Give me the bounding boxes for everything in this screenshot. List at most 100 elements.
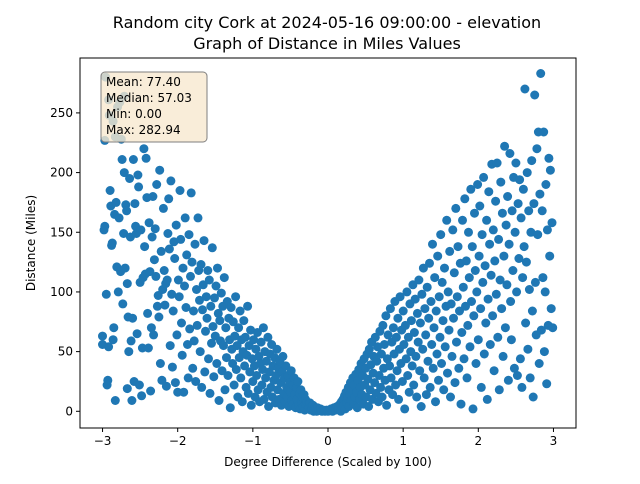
data-point [386,373,396,383]
data-point [449,313,458,323]
data-point [505,149,515,158]
data-point [122,279,132,289]
data-point [520,84,530,94]
data-point [536,325,546,335]
data-point [379,340,389,349]
x-tick-label: −1 [244,434,262,448]
data-point [183,373,193,383]
data-point [408,280,418,290]
data-point [120,263,130,273]
data-point [236,373,246,383]
data-point [261,356,271,366]
data-point [489,366,499,376]
data-point [415,366,425,376]
data-point [474,251,484,261]
data-point [488,225,498,235]
data-point [117,155,127,164]
data-point [383,330,393,340]
data-point [164,244,174,254]
data-point [259,394,269,404]
data-point [425,382,435,392]
data-point [180,281,189,291]
data-point [278,351,288,361]
data-point [150,224,160,234]
data-point [394,394,404,404]
data-point [403,371,413,380]
data-point [418,344,428,354]
data-point [246,400,256,410]
data-point [246,325,256,335]
data-point [206,301,216,311]
data-point [453,242,463,252]
data-point [377,392,387,402]
data-point [382,400,392,410]
data-point [190,239,200,249]
data-point [498,351,508,361]
data-point [155,165,165,175]
data-point [385,361,395,371]
data-point [252,371,262,380]
data-point [412,392,422,402]
data-point [202,313,212,323]
data-point [433,251,443,261]
stats-box: Mean: 77.40 Median: 57.03 Min: 0.00 Max:… [100,71,208,143]
data-point [536,69,546,78]
data-point [286,366,296,376]
data-point [438,316,448,326]
data-point [212,359,222,368]
data-point [169,237,179,247]
data-point [481,318,491,328]
data-point [482,394,492,404]
data-point [204,354,213,364]
data-point [522,168,532,178]
data-point [189,306,198,316]
data-point [464,273,474,283]
data-point [215,316,225,326]
data-point [500,323,510,333]
data-point [451,203,461,213]
data-point [100,221,110,231]
data-point [502,280,512,290]
data-point [254,351,264,361]
data-point [208,322,218,331]
data-point [182,250,192,260]
data-point [177,350,187,360]
chart-title-line2: Graph of Distance in Miles Values [193,34,461,53]
data-point [458,282,468,292]
data-point [467,297,476,306]
data-point [478,277,488,287]
data-point [124,347,134,357]
data-point [239,316,249,326]
data-point [473,335,483,345]
data-point [128,155,138,164]
data-point [413,337,423,347]
data-point [548,323,558,333]
data-point [185,324,195,334]
data-point [211,281,221,291]
data-point [145,267,155,277]
data-point [395,292,405,302]
data-point [532,144,542,154]
data-point [511,158,521,168]
data-point [101,289,111,299]
data-point [448,225,458,235]
data-point [485,340,495,349]
stats-min: Min: 0.00 [106,107,162,121]
data-point [165,341,175,351]
data-point [205,388,215,398]
data-point [177,318,186,328]
data-point [111,197,121,207]
data-point [193,213,203,223]
data-point [467,242,477,252]
data-point [249,335,259,345]
data-point [201,292,211,302]
data-point [409,380,419,390]
data-point [529,199,539,209]
data-point [486,270,496,280]
data-point [166,176,176,186]
data-point [509,363,519,373]
data-point [412,308,422,318]
data-point [104,342,114,352]
data-point [460,194,470,204]
data-point [440,342,450,352]
